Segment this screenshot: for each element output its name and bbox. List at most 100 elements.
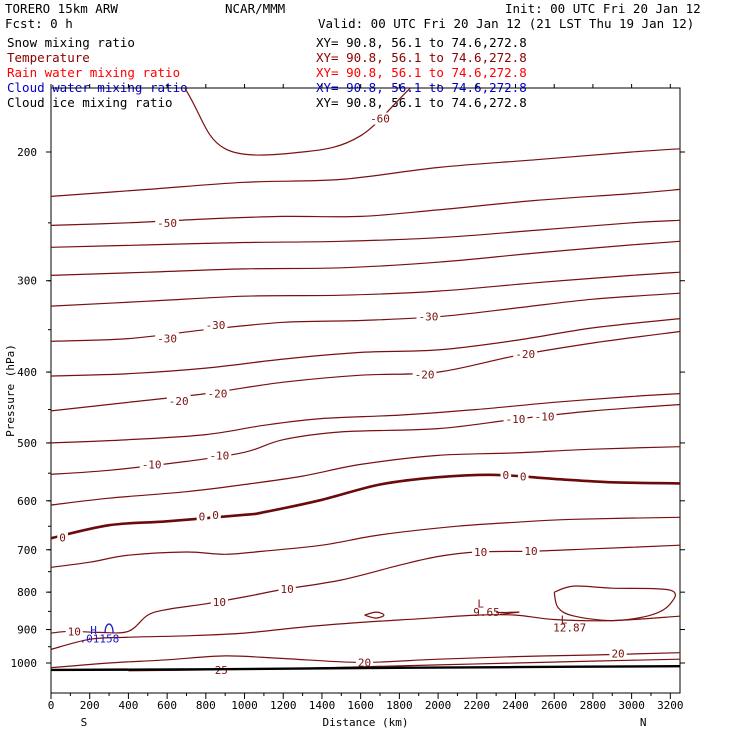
- x-tick-label: 2800: [580, 699, 607, 712]
- isotherm-label: -10: [506, 413, 526, 426]
- isotherm-label: -10: [142, 458, 162, 471]
- x-tick-label: 2400: [502, 699, 529, 712]
- contour-group: -60-60-50-30-30-30-20-20-20-20-10-10-10-…: [51, 33, 680, 677]
- isotherm-label: -20: [169, 395, 189, 408]
- isotherm-label-bg: [500, 468, 512, 481]
- plot-frame: [50, 87, 681, 694]
- y-axis-label: Pressure (hPa): [4, 344, 17, 437]
- isotherm-label-bg: [517, 470, 529, 483]
- isotherm-label-bg: [416, 310, 441, 323]
- x-tick-label: 3200: [657, 699, 684, 712]
- isotherm-label-bg: [207, 449, 232, 462]
- isotherm-label: -50: [157, 217, 177, 230]
- y-tick-label: 700: [17, 544, 37, 557]
- isotherm-label: 0: [199, 510, 206, 523]
- isotherm-label: -20: [208, 388, 228, 401]
- x-axis-label: Distance (km): [322, 716, 408, 729]
- isotherm-label-bg: [368, 112, 392, 125]
- isotherm-label-bg: [609, 647, 627, 660]
- isotherm-label: -10: [209, 449, 229, 462]
- surface-line: [51, 665, 680, 672]
- isotherm-label: 10: [474, 546, 487, 559]
- isotherm-label: 10: [524, 545, 537, 558]
- end-label-north: N: [640, 716, 647, 729]
- isotherm-label: -60: [370, 113, 390, 126]
- isotherm-label: 25: [215, 664, 228, 677]
- isotherm-label: -60: [138, 33, 158, 46]
- legend-xy-temperature: XY= 90.8, 56.1 to 74.6,272.8: [316, 50, 527, 65]
- isotherm-label-bg: [532, 410, 557, 423]
- isotherm-label-bg: [196, 510, 208, 523]
- isotherm-label-bg: [203, 319, 228, 332]
- isotherm-label: 0: [59, 532, 66, 545]
- isotherm-label: 0: [520, 471, 527, 484]
- extremum-label: 12.87: [553, 622, 586, 635]
- x-tick-label: 2600: [541, 699, 568, 712]
- isotherm-label: 10: [213, 596, 226, 609]
- isotherm-label: 0: [212, 509, 219, 522]
- isotherm-label-bg: [205, 387, 230, 400]
- isotherm-label-bg: [155, 332, 180, 345]
- isotherm-label: -30: [418, 311, 438, 324]
- isotherm-label: -10: [535, 410, 555, 423]
- isotherm-line-m40: [51, 240, 680, 276]
- legend-xy-rain: XY= 90.8, 56.1 to 74.6,272.8: [316, 65, 527, 80]
- isotherm-label-bg: [155, 216, 180, 229]
- y-tick-label: 300: [17, 275, 37, 288]
- legend-label-rain: Rain water mixing ratio: [7, 65, 181, 80]
- y-tick-label: 400: [17, 366, 37, 379]
- isotherm-label: -20: [515, 348, 535, 361]
- isotherm-line-m55: [51, 148, 680, 197]
- isotherm-label-bg: [355, 656, 374, 669]
- isotherm-line-m25: [51, 318, 680, 377]
- isotherm-label: 20: [611, 647, 624, 660]
- isotherm-label: 10: [280, 583, 293, 596]
- isotherm-label-bg: [57, 531, 68, 544]
- isotherm-line-0: [51, 473, 680, 540]
- legend-label-snow: Snow mixing ratio: [7, 35, 135, 50]
- extremum-label: L: [561, 613, 568, 626]
- x-tick-label: 1200: [270, 699, 297, 712]
- x-tick-label: 1600: [347, 699, 374, 712]
- isotherm-label-bg: [139, 458, 164, 471]
- closed-contour-east: [553, 585, 677, 622]
- x-tick-label: 1800: [386, 699, 413, 712]
- y-tick-label: 500: [17, 437, 37, 450]
- y-tick-label: 600: [17, 495, 37, 508]
- isotherm-label-bg: [278, 582, 296, 595]
- isotherm-label-bg: [136, 33, 160, 45]
- isotherm-line-m50: [51, 188, 680, 226]
- closed-contour-small: [364, 611, 385, 619]
- x-tick-label: 200: [80, 699, 100, 712]
- y-tick-label: 200: [17, 146, 37, 159]
- isotherm-label-bg: [166, 394, 191, 407]
- isotherm-label: -20: [415, 368, 435, 381]
- isotherm-line-m30: [51, 292, 680, 342]
- isotherm-line-m20: [51, 330, 680, 412]
- isotherm-line-m5: [51, 446, 680, 506]
- y-tick-label: 1000: [11, 657, 38, 670]
- extremum-label: H: [90, 624, 97, 637]
- header-model: TORERO 15km ARW: [5, 1, 118, 16]
- isotherm-label-bg: [412, 368, 437, 381]
- extremum-label: 9.65: [473, 606, 500, 619]
- x-tick-label: 3000: [618, 699, 645, 712]
- isotherm-label-bg: [522, 545, 540, 558]
- isotherm-label-bg: [472, 546, 490, 559]
- isotherm-line-m35: [51, 271, 680, 307]
- header-init: Init: 00 UTC Fri 20 Jan 12: [505, 1, 701, 16]
- isotherm-label-bg: [210, 508, 221, 521]
- header-source: NCAR/MMM: [225, 1, 286, 16]
- legend-label-cloud-ice: Cloud ice mixing ratio: [7, 95, 173, 110]
- x-tick-label: 2000: [425, 699, 452, 712]
- isotherm-label-bg: [513, 348, 538, 361]
- y-tick-label: 900: [17, 624, 37, 637]
- header-valid: Valid: 00 UTC Fri 20 Jan 12 (21 LST Thu …: [318, 16, 695, 31]
- isotherm-label: -30: [157, 333, 177, 346]
- legend-xy-snow: XY= 90.8, 56.1 to 74.6,272.8: [316, 35, 527, 50]
- isotherm-label: 10: [68, 625, 81, 638]
- legend-xy-cloud-ice: XY= 90.8, 56.1 to 74.6,272.8: [316, 95, 527, 110]
- isotherm-hook: [496, 611, 520, 615]
